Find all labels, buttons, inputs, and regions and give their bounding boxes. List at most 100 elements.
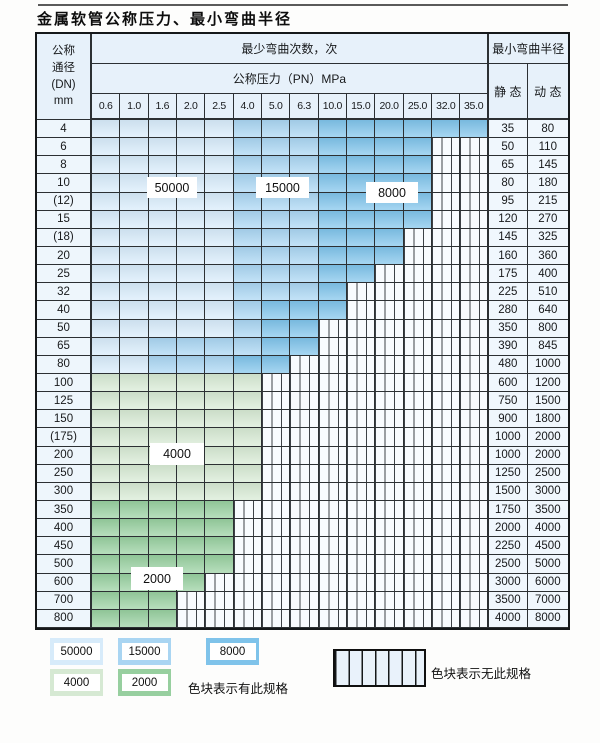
zone-cell-2000 [120, 591, 149, 610]
zone-cell-4000 [233, 428, 263, 447]
zone-cell-8000 [375, 246, 404, 266]
zone-cell-4000 [148, 482, 178, 501]
no-spec-cell [375, 428, 404, 447]
static-value-cell: 1000 [488, 446, 528, 465]
no-spec-cell [432, 156, 461, 175]
zone-cell-15000 [233, 265, 263, 284]
dn-cell: (18) [37, 228, 92, 247]
no-spec-cell [460, 464, 489, 483]
dn-cell: 700 [37, 591, 92, 610]
no-spec-cell [262, 519, 291, 538]
zone-cell-2000 [205, 500, 234, 520]
zone-cell-4000 [92, 464, 121, 483]
zone-label-15000: 15000 [256, 177, 309, 198]
zone-cell-4000 [205, 392, 234, 411]
no-spec-cell [375, 519, 404, 538]
zone-cell-8000 [318, 246, 348, 266]
no-spec-cell [432, 319, 461, 338]
no-spec-cell [262, 446, 291, 465]
zone-cell-15000 [177, 337, 206, 356]
no-spec-cell [432, 228, 461, 247]
no-spec-cell [375, 609, 404, 628]
zone-cell-50000 [205, 192, 234, 211]
dn-header-line: mm [53, 95, 74, 108]
zone-cell-8000 [347, 228, 376, 247]
zone-cell-50000 [148, 283, 178, 302]
no-spec-cell [347, 591, 376, 610]
static-value-cell: 2000 [488, 519, 528, 538]
no-spec-cell [460, 138, 489, 157]
zone-cell-4000 [205, 446, 234, 465]
dynamic-header: 动 态 [527, 64, 568, 120]
dn-header-line: 公称 [52, 45, 75, 58]
zone-cell-4000 [92, 428, 121, 447]
no-spec-cell [290, 591, 319, 610]
dynamic-value-cell: 3000 [527, 482, 568, 501]
no-spec-cell [347, 392, 376, 411]
zone-cell-50000 [92, 301, 121, 320]
dynamic-value-cell: 800 [527, 319, 568, 338]
zone-cell-8000 [318, 138, 348, 157]
no-spec-cell [375, 464, 404, 483]
zone-cell-15000 [233, 192, 263, 211]
zone-cell-15000 [233, 138, 263, 157]
no-spec-cell [403, 555, 433, 574]
zone-cell-8000 [347, 138, 376, 157]
zone-cell-2000 [148, 537, 178, 556]
zone-cell-15000 [148, 337, 178, 356]
dynamic-value-cell: 8000 [527, 609, 568, 628]
pressure-col-header: 0.6 [92, 94, 121, 120]
pressure-col-header: 32.0 [432, 94, 461, 120]
zone-cell-4000 [120, 446, 149, 465]
no-spec-cell [460, 192, 489, 211]
zone-cell-50000 [148, 228, 178, 247]
no-spec-cell [375, 446, 404, 465]
no-spec-cell [460, 500, 489, 520]
no-spec-cell [262, 464, 291, 483]
static-value-cell: 95 [488, 192, 528, 211]
dynamic-value-cell: 80 [527, 120, 568, 139]
zone-cell-50000 [92, 337, 121, 356]
no-spec-cell [290, 373, 319, 393]
zone-cell-4000 [177, 482, 206, 501]
zone-cell-50000 [205, 228, 234, 247]
legend-block-8000: 8000 [206, 638, 259, 665]
zone-cell-8000 [318, 192, 348, 211]
top-rule [38, 4, 568, 6]
no-spec-cell [262, 537, 291, 556]
no-spec-cell [432, 428, 461, 447]
static-value-cell: 225 [488, 283, 528, 302]
zone-cell-4000 [205, 428, 234, 447]
pressure-header: 公称压力（PN）MPa [92, 64, 489, 94]
zone-cell-8000 [262, 319, 291, 338]
dynamic-value-cell: 110 [527, 138, 568, 157]
dn-cell: 40 [37, 301, 92, 320]
dn-cell: 8 [37, 156, 92, 175]
legend-block-2000: 2000 [118, 669, 171, 696]
no-spec-cell [432, 500, 461, 520]
zone-cell-50000 [92, 138, 121, 157]
zone-cell-50000 [120, 156, 149, 175]
no-spec-cell [432, 555, 461, 574]
pressure-col-header: 6.3 [290, 94, 319, 120]
zone-cell-2000 [92, 591, 121, 610]
zone-cell-8000 [233, 355, 263, 374]
zone-cell-4000 [233, 446, 263, 465]
dn-cell: 600 [37, 573, 92, 592]
zone-cell-2000 [205, 537, 234, 556]
zone-cell-50000 [205, 174, 234, 193]
zone-cell-4000 [177, 410, 206, 429]
no-spec-cell [205, 609, 234, 628]
static-value-cell: 1750 [488, 500, 528, 520]
no-spec-cell [347, 410, 376, 429]
no-spec-cell [177, 591, 206, 610]
zone-cell-15000 [262, 228, 291, 247]
legend-value: 2000 [121, 674, 168, 691]
static-value-cell: 1500 [488, 482, 528, 501]
zone-cell-15000 [233, 174, 263, 193]
dn-cell: 15 [37, 210, 92, 229]
zone-cell-4000 [92, 373, 121, 393]
pressure-col-header: 2.5 [205, 94, 234, 120]
zone-cell-4000 [148, 392, 178, 411]
zone-cell-15000 [290, 246, 319, 266]
